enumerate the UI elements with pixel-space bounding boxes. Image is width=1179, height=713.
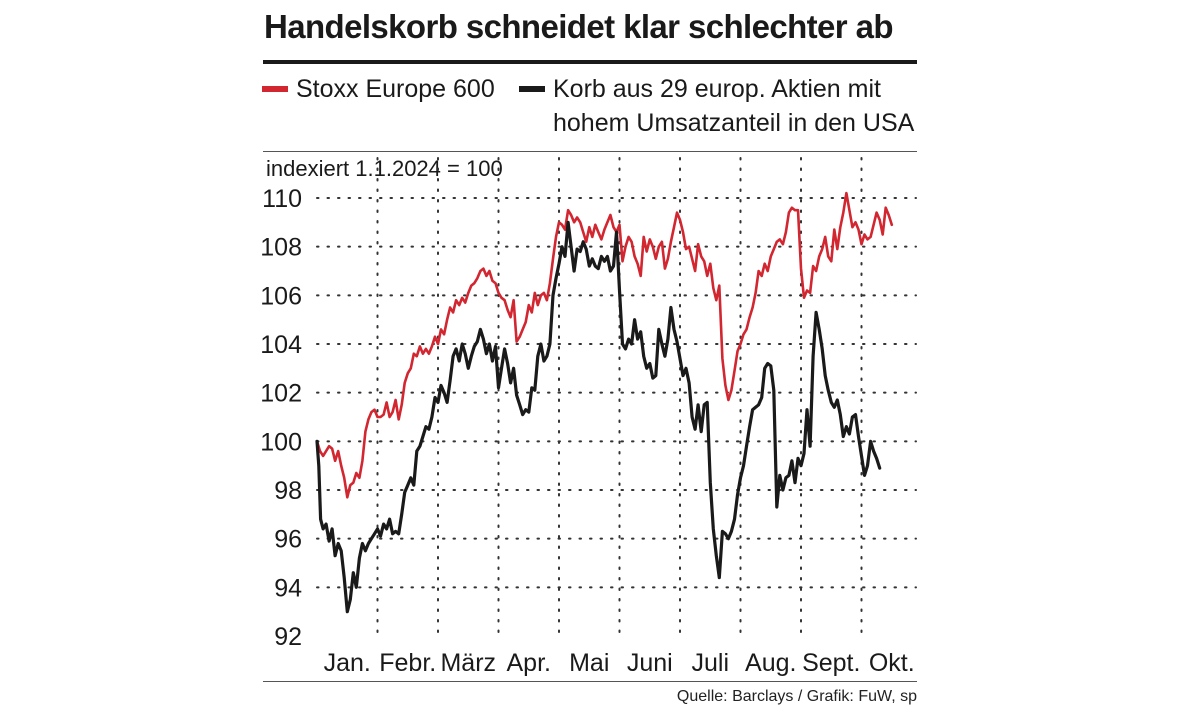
y-axis-ticks: 92 94 96 98 100 102 104 106 108 110 xyxy=(260,185,302,651)
legend-swatch-black xyxy=(519,86,545,92)
x-tick-label: Jan. xyxy=(324,649,371,677)
legend-rule xyxy=(263,151,917,152)
x-tick-label: Juli xyxy=(691,649,729,677)
y-tick-label: 100 xyxy=(260,428,302,456)
x-axis-ticks: Jan. Febr. März Apr. Mai Juni Juli Aug. Sept. Okt… xyxy=(324,649,915,677)
y-tick-label: 96 xyxy=(274,526,302,554)
y-tick-label: 92 xyxy=(274,623,302,651)
y-tick-label: 106 xyxy=(260,282,302,310)
y-tick-label: 108 xyxy=(260,234,302,262)
series-lines xyxy=(315,191,894,614)
x-tick-label: Okt. xyxy=(869,649,915,677)
x-tick-label: März xyxy=(440,649,496,677)
legend-item-stoxx: Stoxx Europe 600 xyxy=(262,72,495,106)
y-tick-label: 102 xyxy=(260,380,302,408)
y-tick-label: 94 xyxy=(274,574,302,602)
legend-swatch-red xyxy=(262,86,288,92)
bottom-rule xyxy=(263,681,917,682)
y-tick-label: 110 xyxy=(262,185,302,213)
index-note: indexiert 1.1.2024 = 100 xyxy=(266,156,503,181)
x-tick-label: Aug. xyxy=(745,649,796,677)
y-tick-label: 104 xyxy=(260,331,302,359)
title-rule xyxy=(263,60,917,64)
chart-title: Handelskorb schneidet klar schlechter ab xyxy=(264,8,894,45)
grid xyxy=(316,157,917,637)
legend-label-stoxx: Stoxx Europe 600 xyxy=(296,75,495,103)
x-tick-label: Sept. xyxy=(802,649,860,677)
legend-item-korb: Korb aus 29 europ. Aktien mit hohem Umsa… xyxy=(519,72,914,140)
legend-label-korb-line1: Korb aus 29 europ. Aktien mit xyxy=(553,75,881,103)
legend-label-korb-line2: hohem Umsatzanteil in den USA xyxy=(553,109,915,137)
x-tick-label: Apr. xyxy=(507,649,551,677)
x-tick-label: Febr. xyxy=(379,649,436,677)
series-line-korb xyxy=(315,220,882,614)
series-line-stoxx xyxy=(315,191,894,499)
y-tick-label: 98 xyxy=(274,477,302,505)
x-tick-label: Juni xyxy=(627,649,673,677)
x-tick-label: Mai xyxy=(569,649,609,677)
source-credit: Quelle: Barclays / Grafik: FuW, sp xyxy=(676,688,917,705)
